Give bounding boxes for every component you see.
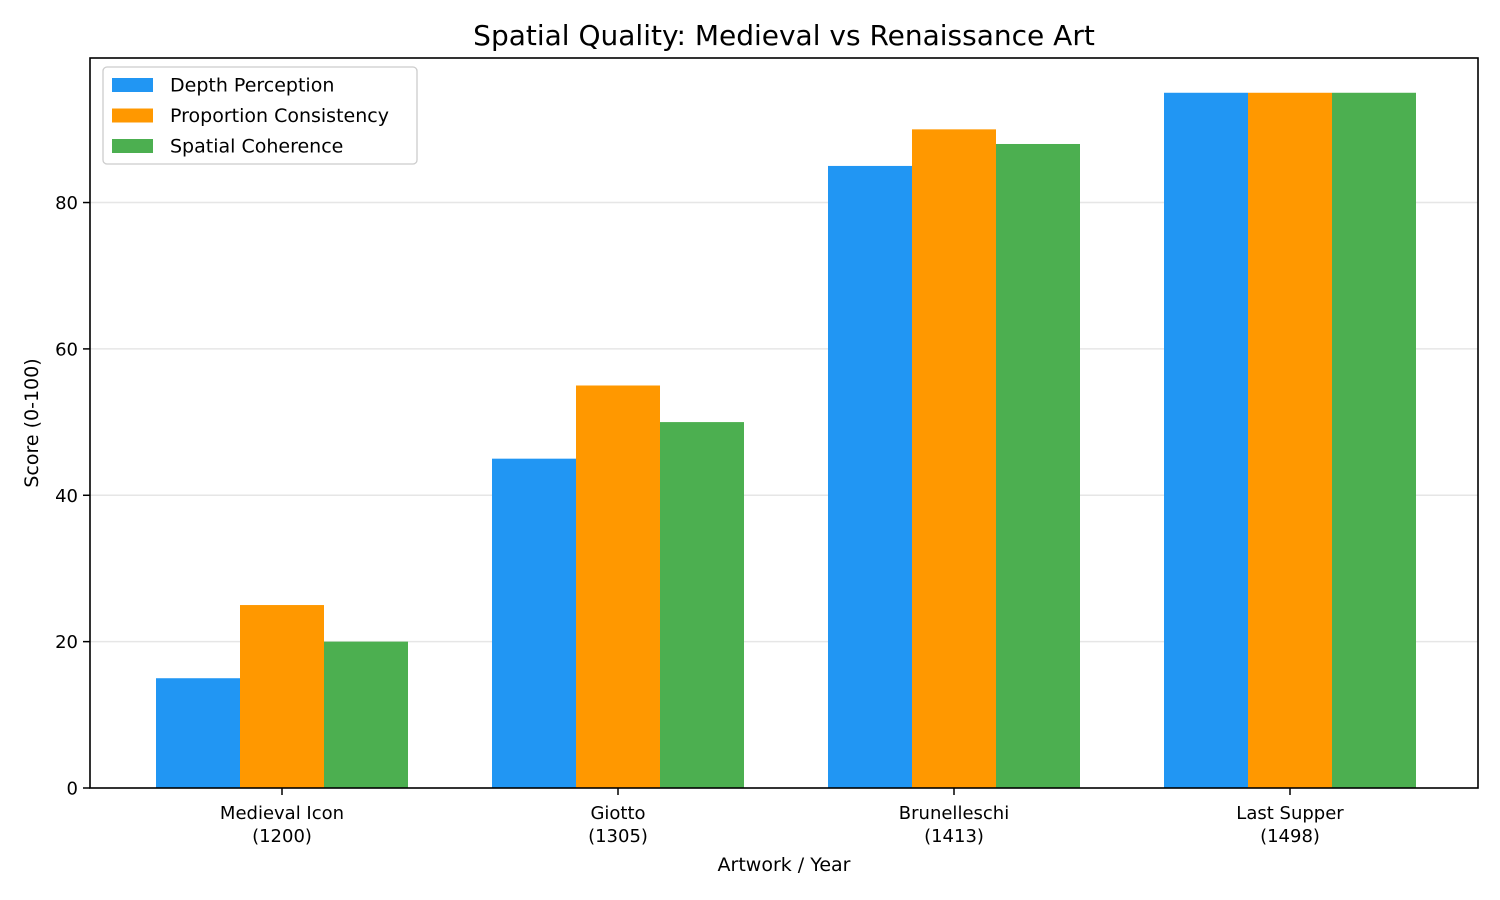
x-tick-label-line: (1413) — [924, 826, 984, 847]
bars-layer — [156, 92, 1416, 789]
plot-frame — [89, 57, 1479, 789]
axes-layer — [83, 57, 1479, 795]
x-tick-label-line: (1305) — [588, 826, 648, 847]
x-tick-label-line: Giotto — [590, 803, 645, 824]
x-tick-label-line: Medieval Icon — [220, 803, 344, 824]
legend-swatch — [112, 139, 153, 153]
bar-depth-perception — [492, 458, 576, 788]
legend: Depth Perception Proportion Consistency Sp… — [102, 66, 418, 165]
x-axis-label: Artwork / Year — [718, 854, 851, 876]
legend-label: Proportion Consistency — [170, 105, 389, 127]
chart-title: Spatial Quality: Medieval vs Renaissance… — [473, 19, 1095, 52]
bar-proportion-consistency — [576, 385, 660, 788]
y-tick-label: 20 — [55, 632, 78, 653]
x-tick-label-line: (1200) — [252, 826, 312, 847]
bar-proportion-consistency — [912, 129, 996, 788]
bar-spatial-coherence — [324, 641, 408, 788]
x-tick-label-line: Brunelleschi — [899, 803, 1009, 824]
bar-spatial-coherence — [1332, 92, 1416, 788]
legend-swatch — [112, 108, 153, 123]
x-tick-label: Medieval Icon (1200) — [220, 803, 344, 847]
y-tick-label: 0 — [67, 779, 78, 800]
bar-spatial-coherence — [660, 422, 744, 788]
x-tick-label: Brunelleschi (1413) — [899, 803, 1009, 847]
bar-spatial-coherence — [996, 143, 1080, 788]
x-tick-label: Giotto (1305) — [588, 803, 648, 847]
bar-depth-perception — [156, 678, 240, 788]
y-tick-label: 80 — [55, 193, 78, 214]
bar-proportion-consistency — [1248, 92, 1332, 788]
x-tick-label-line: (1498) — [1260, 826, 1320, 847]
y-tick-label: 40 — [55, 486, 78, 507]
bar-proportion-consistency — [240, 605, 324, 788]
legend-label: Depth Perception — [170, 75, 334, 97]
y-tick-label: 60 — [55, 339, 78, 360]
labels-layer: 0 20 40 60 80 Medieval Icon (1200) Giotto (1305)… — [21, 19, 1344, 876]
x-tick-label-line: Last Supper — [1236, 803, 1344, 824]
y-axis-label: Score (0-100) — [21, 358, 43, 487]
legend-box — [102, 66, 418, 165]
legend-label: Spatial Coherence — [170, 136, 343, 158]
x-tick-label: Last Supper (1498) — [1236, 803, 1344, 847]
bar-depth-perception — [828, 165, 912, 789]
bar-depth-perception — [1164, 92, 1248, 788]
legend-swatch — [112, 78, 153, 92]
